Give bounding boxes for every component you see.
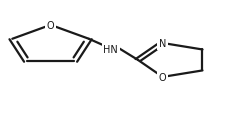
Text: O: O: [158, 72, 166, 82]
Text: HN: HN: [103, 44, 118, 54]
Text: N: N: [158, 39, 166, 49]
Text: O: O: [46, 21, 54, 31]
